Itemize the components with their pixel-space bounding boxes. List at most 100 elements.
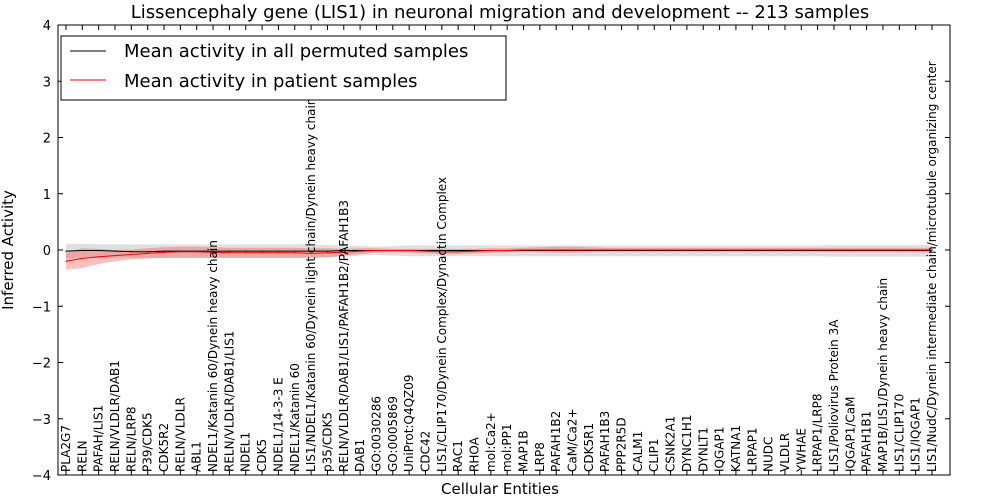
data-point-patient <box>898 249 900 251</box>
y-tick-label: 1 <box>43 188 51 203</box>
category-label: CDC42 <box>418 431 432 472</box>
category-label: KATNA1 <box>729 425 743 472</box>
category-label: IQGAP1 <box>713 427 727 472</box>
data-point-patient <box>408 249 410 252</box>
category-label: LIS1/CLIP170 <box>892 394 906 472</box>
data-point-patient <box>882 249 884 251</box>
data-point-patient <box>751 249 753 251</box>
data-point-patient <box>800 249 802 251</box>
category-label: MAP1B/LIS1/Dynein heavy chain <box>876 278 890 472</box>
legend-box <box>60 35 507 101</box>
data-point-patient <box>228 252 230 254</box>
legend-label-permuted: Mean activity in all permuted samples <box>124 41 468 62</box>
category-label: CDK5R1 <box>582 423 596 472</box>
data-point-patient <box>620 249 623 251</box>
category-label: RELN/LRP8 <box>124 406 138 472</box>
category-label: GO:0005869 <box>386 396 400 472</box>
category-label: LIS1/NDEL1/Katanin 60/Dynein light chain… <box>304 98 318 472</box>
category-label: PAFAH1B3 <box>598 411 612 472</box>
category-label: DYNC1H1 <box>680 414 694 472</box>
data-point-patient <box>686 249 688 251</box>
category-label: CDK5 <box>255 439 269 472</box>
data-point-patient <box>310 252 312 254</box>
category-label: DAB1 <box>353 439 367 472</box>
data-point-patient <box>784 249 786 251</box>
data-point-patient <box>490 249 492 252</box>
data-point-permuted <box>98 249 100 252</box>
category-label: NDEL1/Katanin 60/Dynein heavy chain <box>206 240 220 472</box>
chart-title: Lissencephaly gene (LIS1) in neuronal mi… <box>131 2 870 23</box>
data-point-permuted <box>147 251 149 253</box>
category-label: NDEL1 <box>239 432 253 472</box>
data-point-permuted <box>245 250 247 252</box>
data-point-patient <box>817 249 819 251</box>
data-point-permuted <box>457 249 459 252</box>
data-point-patient <box>441 251 443 253</box>
category-label: CSNK2A1 <box>664 416 678 472</box>
y-tick-label: −3 <box>32 413 51 428</box>
data-point-permuted <box>65 250 67 252</box>
category-label: ABL1 <box>190 441 204 472</box>
category-label: mol:Ca2+ <box>484 412 498 472</box>
category-label: CDK5R2 <box>157 423 171 472</box>
data-point-permuted <box>212 250 214 252</box>
data-point-patient <box>718 249 721 251</box>
category-label: NDEL1/Katanin 60 <box>288 363 302 472</box>
data-point-patient <box>539 249 541 251</box>
category-label: LIS1/Poliovirus Protein 3A <box>827 319 841 472</box>
data-point-patient <box>261 252 263 254</box>
data-point-patient <box>163 251 165 253</box>
data-point-patient <box>424 250 427 252</box>
y-tick-label: 0 <box>43 244 51 259</box>
category-label: LIS1/CLIP170/Dynein Complex/Dynactin Com… <box>435 177 449 472</box>
data-point-patient <box>130 253 132 256</box>
category-label: NDEL1/14-3-3 E <box>271 377 285 472</box>
data-point-patient <box>294 252 296 254</box>
data-point-patient <box>571 249 574 251</box>
category-label: UniProt:Q4QZ09 <box>402 374 416 472</box>
category-label: CLIP1 <box>647 439 661 472</box>
data-point-permuted <box>261 250 263 252</box>
category-label: IQGAP1/CaM <box>843 396 857 472</box>
data-point-patient <box>343 251 345 253</box>
y-axis-label: Inferred Activity <box>0 190 17 310</box>
category-label: PLA2G7 <box>59 425 73 472</box>
data-point-permuted <box>81 249 83 252</box>
category-label: RELN <box>75 440 89 472</box>
category-label: RHOA <box>467 436 481 472</box>
data-point-patient <box>196 251 198 253</box>
data-point-permuted <box>343 249 345 252</box>
category-label: RELN/VLDLR/DAB1/LIS1/PAFAH1B2/PAFAH1B3 <box>337 200 351 472</box>
data-point-patient <box>359 250 361 252</box>
data-point-patient <box>326 252 329 254</box>
data-point-patient <box>702 249 704 251</box>
data-point-patient <box>114 255 116 257</box>
category-label: RELN/VLDLR/DAB1/LIS1 <box>222 331 236 472</box>
data-point-patient <box>653 249 655 251</box>
data-point-permuted <box>310 250 312 252</box>
data-point-permuted <box>326 250 329 252</box>
y-tick-label: −1 <box>32 300 51 315</box>
data-point-patient <box>65 260 67 262</box>
data-point-permuted <box>441 249 443 252</box>
data-point-patient <box>849 249 851 251</box>
data-point-patient <box>768 249 770 251</box>
series-line-patient <box>65 249 932 262</box>
data-point-patient <box>98 256 100 258</box>
data-point-patient <box>245 252 247 254</box>
legend-label-patient: Mean activity in patient samples <box>124 71 418 92</box>
series-lines <box>65 249 933 262</box>
data-point-patient <box>147 252 149 254</box>
data-point-patient <box>522 249 525 251</box>
category-label: LRPAP1/LRP8 <box>811 393 825 472</box>
data-point-patient <box>735 249 737 251</box>
data-point-permuted <box>163 250 165 252</box>
category-label: MAP1B <box>517 430 531 472</box>
data-point-patient <box>637 249 639 251</box>
data-point-permuted <box>228 250 230 252</box>
data-point-patient <box>866 249 868 251</box>
y-tick-label: −4 <box>32 469 51 484</box>
data-point-patient <box>392 249 394 252</box>
category-label: PPP2R5D <box>615 417 629 472</box>
